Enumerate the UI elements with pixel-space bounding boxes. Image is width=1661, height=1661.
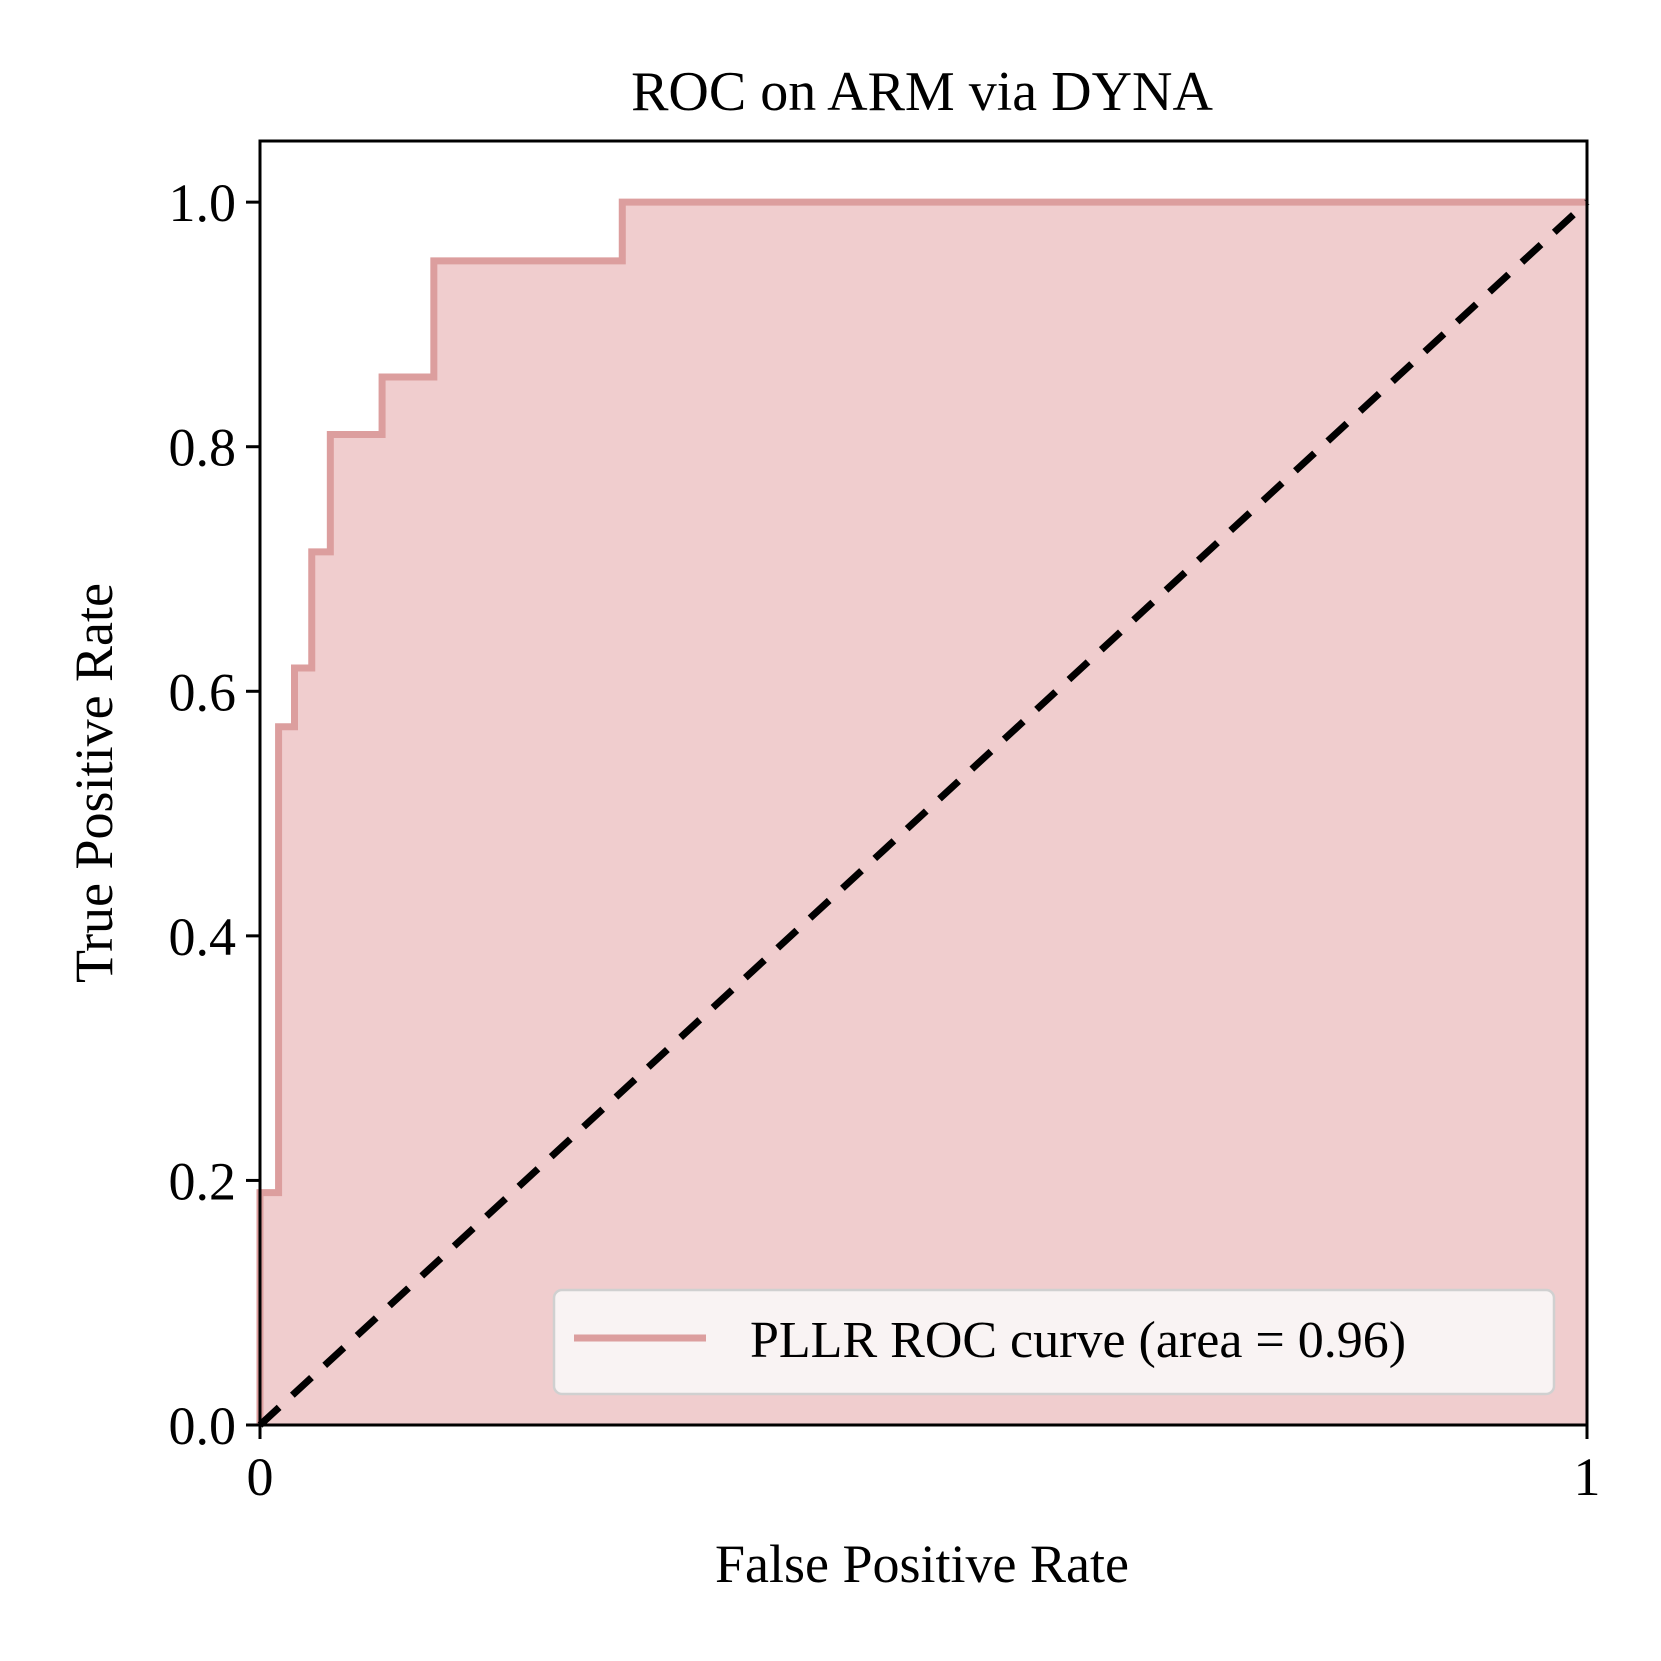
legend: PLLR ROC curve (area = 0.96) (552, 1288, 1556, 1396)
y-tick-label: 0.4 (169, 907, 237, 967)
chart-title: ROC on ARM via DYNA (631, 61, 1213, 123)
y-axis: 0.0 0.2 0.4 0.6 0.8 1.0 (169, 173, 260, 1456)
y-tick-label: 1.0 (169, 173, 237, 233)
y-tick-label: 0.0 (169, 1396, 237, 1456)
y-tick-label: 0.8 (169, 418, 237, 478)
legend-label: PLLR ROC curve (area = 0.96) (750, 1312, 1406, 1369)
legend-box (552, 1288, 1556, 1396)
y-tick-label: 0.6 (169, 662, 237, 722)
y-tick-label: 0.2 (169, 1151, 237, 1211)
y-axis-label: True Positive Rate (64, 583, 124, 983)
axes-frame (258, 139, 1589, 1427)
plot-area (256, 198, 1590, 1428)
x-tick-label: 0 (247, 1447, 274, 1507)
x-tick-label: 1 (1574, 1447, 1601, 1507)
roc-curve-line (256, 198, 1587, 1425)
x-axis-label: False Positive Rate (715, 1534, 1129, 1594)
chance-diagonal-line (257, 199, 1590, 1428)
